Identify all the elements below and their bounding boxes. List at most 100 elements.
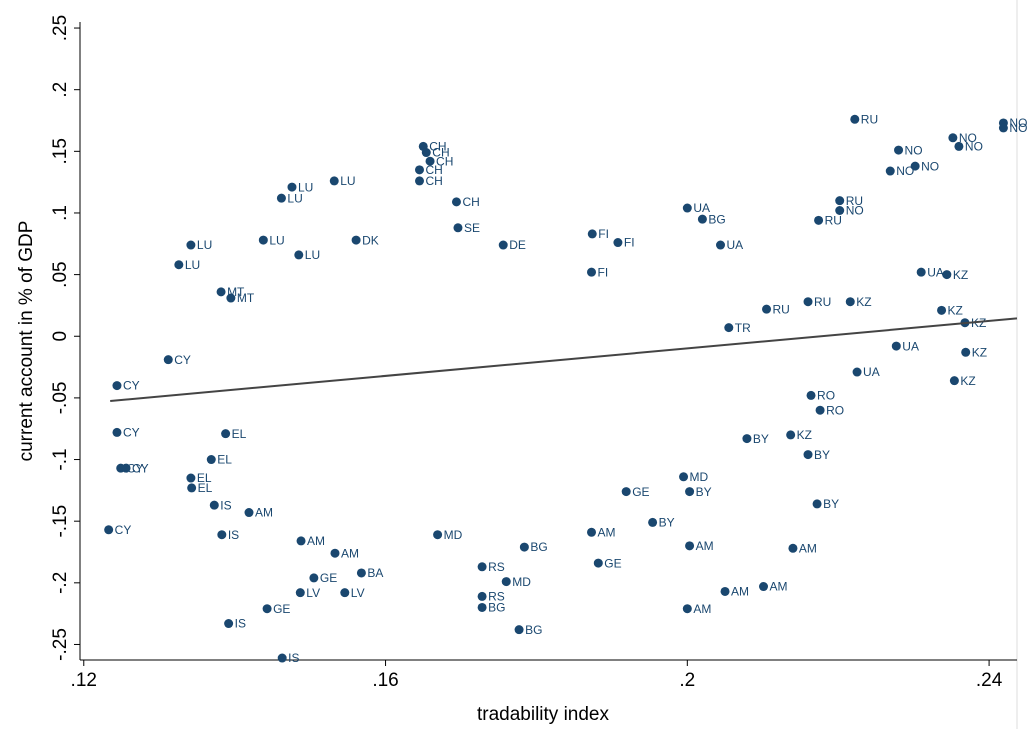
x-tick-label: .12 bbox=[71, 670, 97, 691]
point bbox=[814, 215, 824, 225]
point-label: AM bbox=[696, 539, 714, 553]
point bbox=[221, 429, 231, 439]
point bbox=[104, 525, 114, 535]
point-label: CY bbox=[174, 353, 191, 367]
point bbox=[226, 293, 236, 303]
point-label: KZ bbox=[953, 268, 968, 282]
point-label: BY bbox=[696, 485, 712, 499]
y-tick-label: .2 bbox=[50, 82, 71, 98]
point-label: KZ bbox=[948, 304, 963, 318]
point bbox=[587, 527, 597, 537]
y-tick-label: -.2 bbox=[50, 572, 71, 594]
y-tick-label: -.15 bbox=[50, 505, 71, 538]
point-label: LU bbox=[298, 180, 313, 194]
point bbox=[224, 619, 234, 629]
point-label: FI bbox=[598, 265, 609, 279]
point bbox=[613, 238, 623, 248]
point bbox=[679, 472, 689, 482]
point bbox=[788, 543, 798, 553]
point-label: GE bbox=[273, 602, 290, 616]
point bbox=[716, 240, 726, 250]
point bbox=[262, 604, 272, 614]
point bbox=[948, 133, 958, 143]
point bbox=[330, 548, 340, 558]
point-label: NO bbox=[1009, 116, 1027, 130]
point bbox=[421, 148, 431, 158]
y-tick-label: .15 bbox=[50, 138, 71, 164]
point-label: CH bbox=[432, 146, 449, 160]
point-label: UA bbox=[693, 201, 710, 215]
point-label: LV bbox=[351, 586, 365, 600]
y-tick-label: .1 bbox=[50, 205, 71, 221]
point-label: UA bbox=[927, 265, 944, 279]
point-label: MT bbox=[237, 291, 255, 305]
point bbox=[351, 235, 361, 245]
point bbox=[294, 250, 304, 260]
point-label: RU bbox=[814, 295, 831, 309]
point-label: MD bbox=[690, 470, 709, 484]
point bbox=[815, 405, 825, 415]
point bbox=[309, 573, 319, 583]
point-label: CH bbox=[462, 195, 479, 209]
point-label: CH bbox=[429, 140, 446, 154]
point bbox=[414, 165, 424, 175]
y-axis-title: current account in % of GDP bbox=[16, 221, 37, 462]
point-label: CY bbox=[132, 461, 149, 475]
point-label: BG bbox=[708, 212, 725, 226]
point bbox=[276, 193, 286, 203]
point-label: DE bbox=[509, 238, 526, 252]
point-label: DK bbox=[362, 233, 379, 247]
point bbox=[803, 297, 813, 307]
point-label: AM bbox=[255, 506, 273, 520]
point bbox=[174, 260, 184, 270]
point bbox=[477, 591, 487, 601]
fit-line bbox=[110, 317, 1018, 402]
point bbox=[720, 586, 730, 596]
point-label: EL bbox=[197, 471, 212, 485]
point bbox=[453, 223, 463, 233]
point-label: AM bbox=[799, 541, 817, 555]
point-label: RS bbox=[488, 590, 505, 604]
point bbox=[762, 304, 772, 314]
point-label: RS bbox=[488, 560, 505, 574]
point bbox=[587, 229, 597, 239]
point bbox=[910, 161, 920, 171]
point bbox=[329, 176, 339, 186]
point bbox=[685, 487, 695, 497]
point-label: RO bbox=[817, 389, 835, 403]
point bbox=[803, 450, 813, 460]
point bbox=[296, 536, 306, 546]
y-tick-label: 0 bbox=[50, 331, 71, 342]
point-label: KZ bbox=[960, 374, 975, 388]
point-label: TR bbox=[735, 321, 751, 335]
point bbox=[742, 434, 752, 444]
point bbox=[852, 367, 862, 377]
x-axis-title: tradability index bbox=[477, 704, 610, 725]
y-tick-label: -.25 bbox=[50, 628, 71, 661]
point-label: AM bbox=[598, 525, 616, 539]
point bbox=[894, 145, 904, 155]
point-label: UA bbox=[727, 238, 744, 252]
point bbox=[954, 141, 964, 151]
point-label: BA bbox=[367, 566, 383, 580]
point bbox=[477, 562, 487, 572]
point-label: BY bbox=[753, 432, 769, 446]
point-label: CH bbox=[425, 163, 442, 177]
point bbox=[682, 203, 692, 213]
point-label: LU bbox=[185, 258, 200, 272]
point bbox=[121, 463, 131, 473]
point-label: LU bbox=[287, 191, 302, 205]
point-label: RU bbox=[773, 302, 790, 316]
point bbox=[295, 588, 305, 598]
point-label: CH bbox=[425, 174, 442, 188]
point bbox=[850, 114, 860, 124]
point-label: NO bbox=[959, 131, 977, 145]
point bbox=[949, 376, 959, 386]
point bbox=[244, 508, 254, 518]
point bbox=[112, 381, 122, 391]
point-label: AM bbox=[770, 580, 788, 594]
point bbox=[682, 604, 692, 614]
point bbox=[759, 582, 769, 592]
point-label: EL bbox=[232, 427, 247, 441]
